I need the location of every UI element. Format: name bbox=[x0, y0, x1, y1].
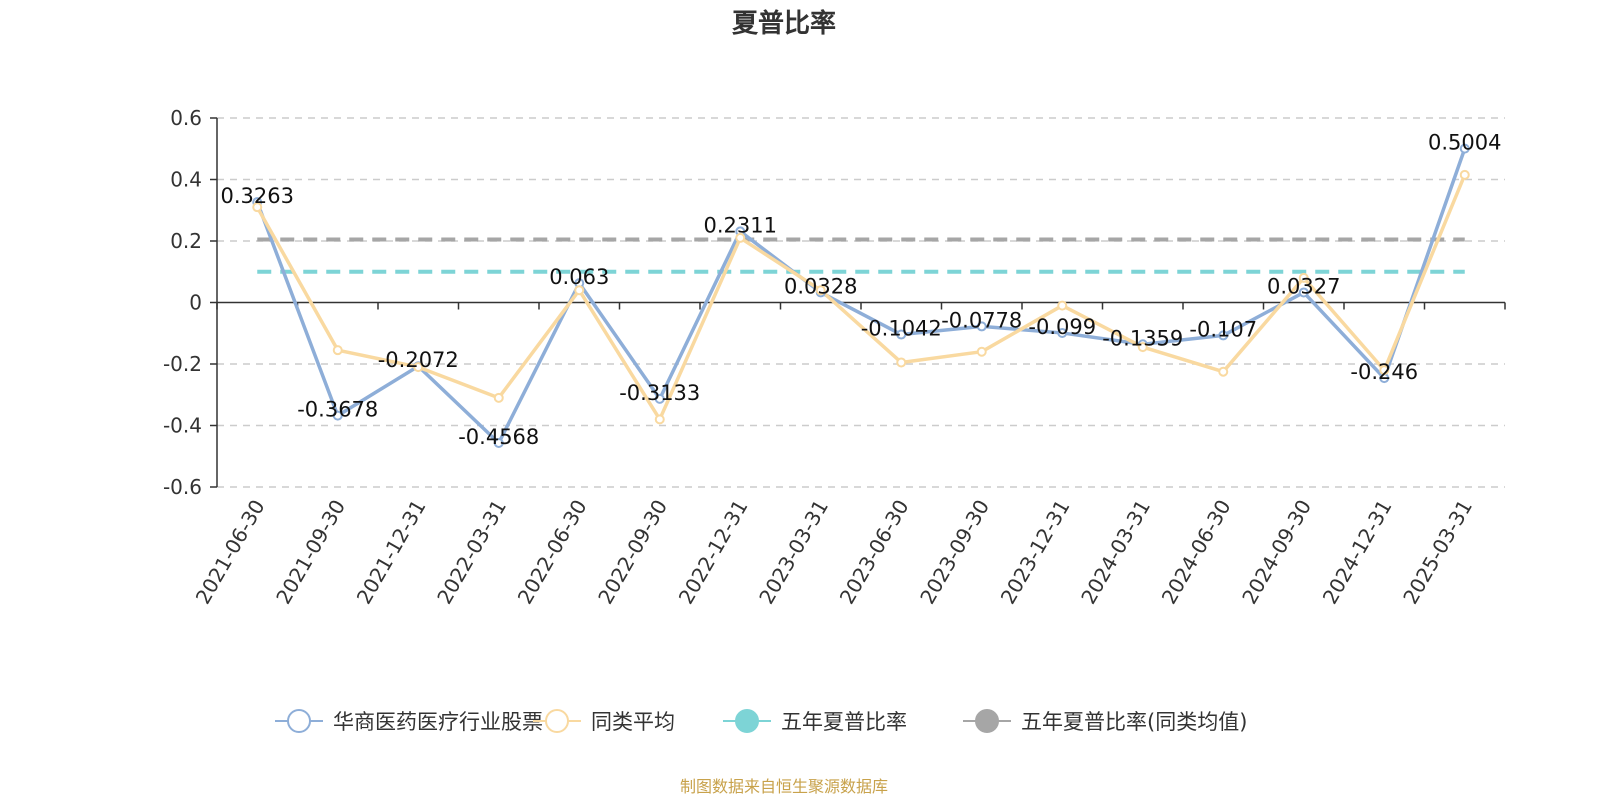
data-point bbox=[976, 321, 987, 332]
x-tick-label: 2022-03-31 bbox=[432, 496, 511, 609]
data-point bbox=[976, 346, 987, 357]
data-point bbox=[1459, 169, 1470, 180]
data-point bbox=[413, 362, 424, 373]
data-point bbox=[654, 414, 665, 425]
legend-item[interactable]: 华商医药医疗行业股票 bbox=[275, 709, 543, 734]
y-tick-label: -0.6 bbox=[163, 475, 202, 499]
data-label: -0.2072 bbox=[378, 348, 459, 372]
x-tick-label: 2022-12-31 bbox=[674, 496, 753, 609]
data-point bbox=[1137, 342, 1148, 353]
x-tick-label: 2023-12-31 bbox=[996, 496, 1075, 609]
data-point bbox=[654, 393, 665, 404]
legend-item[interactable]: 同类平均 bbox=[533, 709, 675, 734]
data-point bbox=[493, 437, 504, 448]
legend-marker bbox=[975, 709, 999, 733]
legend-label: 同类平均 bbox=[591, 710, 675, 734]
y-tick-label: 0.2 bbox=[170, 229, 202, 253]
x-tick-label: 2022-09-30 bbox=[593, 496, 672, 609]
data-point bbox=[252, 202, 263, 213]
x-tick-label: 2024-09-30 bbox=[1237, 496, 1316, 609]
data-point bbox=[1218, 366, 1229, 377]
data-label: -0.246 bbox=[1350, 360, 1418, 384]
data-point bbox=[735, 232, 746, 243]
data-point bbox=[1057, 300, 1068, 311]
data-point bbox=[1298, 287, 1309, 298]
data-label: 0.0327 bbox=[1267, 274, 1340, 298]
legend-marker bbox=[545, 709, 569, 733]
series-line bbox=[255, 174, 1467, 422]
x-tick-label: 2021-12-31 bbox=[352, 496, 431, 609]
source-note: 制图数据来自恒生聚源数据库 bbox=[680, 777, 888, 796]
legend-marker bbox=[735, 709, 759, 733]
data-label: 0.5004 bbox=[1428, 131, 1501, 155]
x-tick-label: 2024-12-31 bbox=[1318, 496, 1397, 609]
data-label: 0.3263 bbox=[221, 184, 294, 208]
data-labels: 0.3263 -0.3678 -0.2072 -0.4568 0.063 -0.3133 0… bbox=[221, 131, 1502, 449]
data-label: -0.4568 bbox=[458, 425, 539, 449]
data-point bbox=[493, 392, 504, 403]
x-tick-label: 2024-03-31 bbox=[1076, 496, 1155, 609]
data-point bbox=[896, 329, 907, 340]
data-label: 0.2311 bbox=[704, 213, 777, 237]
legend-label: 五年夏普比率(同类均值) bbox=[1021, 710, 1247, 734]
data-label: -0.1042 bbox=[861, 317, 942, 341]
reference-lines bbox=[257, 237, 1465, 274]
x-tick-label: 2021-09-30 bbox=[271, 496, 350, 609]
data-label: 0.0328 bbox=[784, 274, 857, 298]
data-point bbox=[332, 345, 343, 356]
data-label: -0.3133 bbox=[619, 381, 700, 405]
legend-label: 五年夏普比率 bbox=[781, 710, 907, 734]
data-label: -0.3678 bbox=[297, 398, 378, 422]
data-point bbox=[1298, 272, 1309, 283]
x-tick-label: 2022-06-30 bbox=[513, 496, 592, 609]
legend-label: 华商医药医疗行业股票 bbox=[333, 710, 543, 734]
data-label: -0.1359 bbox=[1102, 326, 1183, 350]
data-point bbox=[815, 285, 826, 296]
data-point bbox=[896, 357, 907, 368]
data-point bbox=[332, 410, 343, 421]
series-line bbox=[255, 148, 1467, 445]
data-point bbox=[1057, 327, 1068, 338]
x-tick-label: 2023-09-30 bbox=[915, 496, 994, 609]
y-tick-label: 0.6 bbox=[170, 106, 202, 130]
x-tick-label: 2024-06-30 bbox=[1157, 496, 1236, 609]
data-label: 0.063 bbox=[549, 265, 609, 289]
y-tick-label: -0.2 bbox=[163, 352, 202, 376]
y-tick-label: 0.4 bbox=[170, 168, 202, 192]
x-tick-label: 2021-06-30 bbox=[191, 496, 270, 609]
legend[interactable]: 华商医药医疗行业股票 同类平均 五年夏普比率 五年夏普比率(同类均值) bbox=[275, 709, 1247, 734]
x-tick-label: 2023-06-30 bbox=[835, 496, 914, 609]
data-label: -0.099 bbox=[1028, 315, 1096, 339]
data-point bbox=[1459, 143, 1470, 154]
legend-item[interactable]: 五年夏普比率(同类均值) bbox=[963, 709, 1247, 734]
data-point bbox=[1218, 330, 1229, 341]
data-label: -0.107 bbox=[1189, 317, 1257, 341]
chart-title: 夏普比率 bbox=[732, 8, 836, 39]
x-tick-label: 2025-03-31 bbox=[1398, 496, 1477, 609]
data-label: -0.0778 bbox=[941, 308, 1022, 332]
x-tick-label: 2023-03-31 bbox=[754, 496, 833, 609]
legend-marker bbox=[287, 709, 311, 733]
y-tick-label: -0.4 bbox=[163, 414, 202, 438]
data-point bbox=[1379, 365, 1390, 376]
legend-item[interactable]: 五年夏普比率 bbox=[723, 709, 907, 734]
y-tick-label: 0 bbox=[189, 291, 202, 315]
data-point bbox=[574, 285, 585, 296]
series-lines bbox=[252, 143, 1470, 448]
